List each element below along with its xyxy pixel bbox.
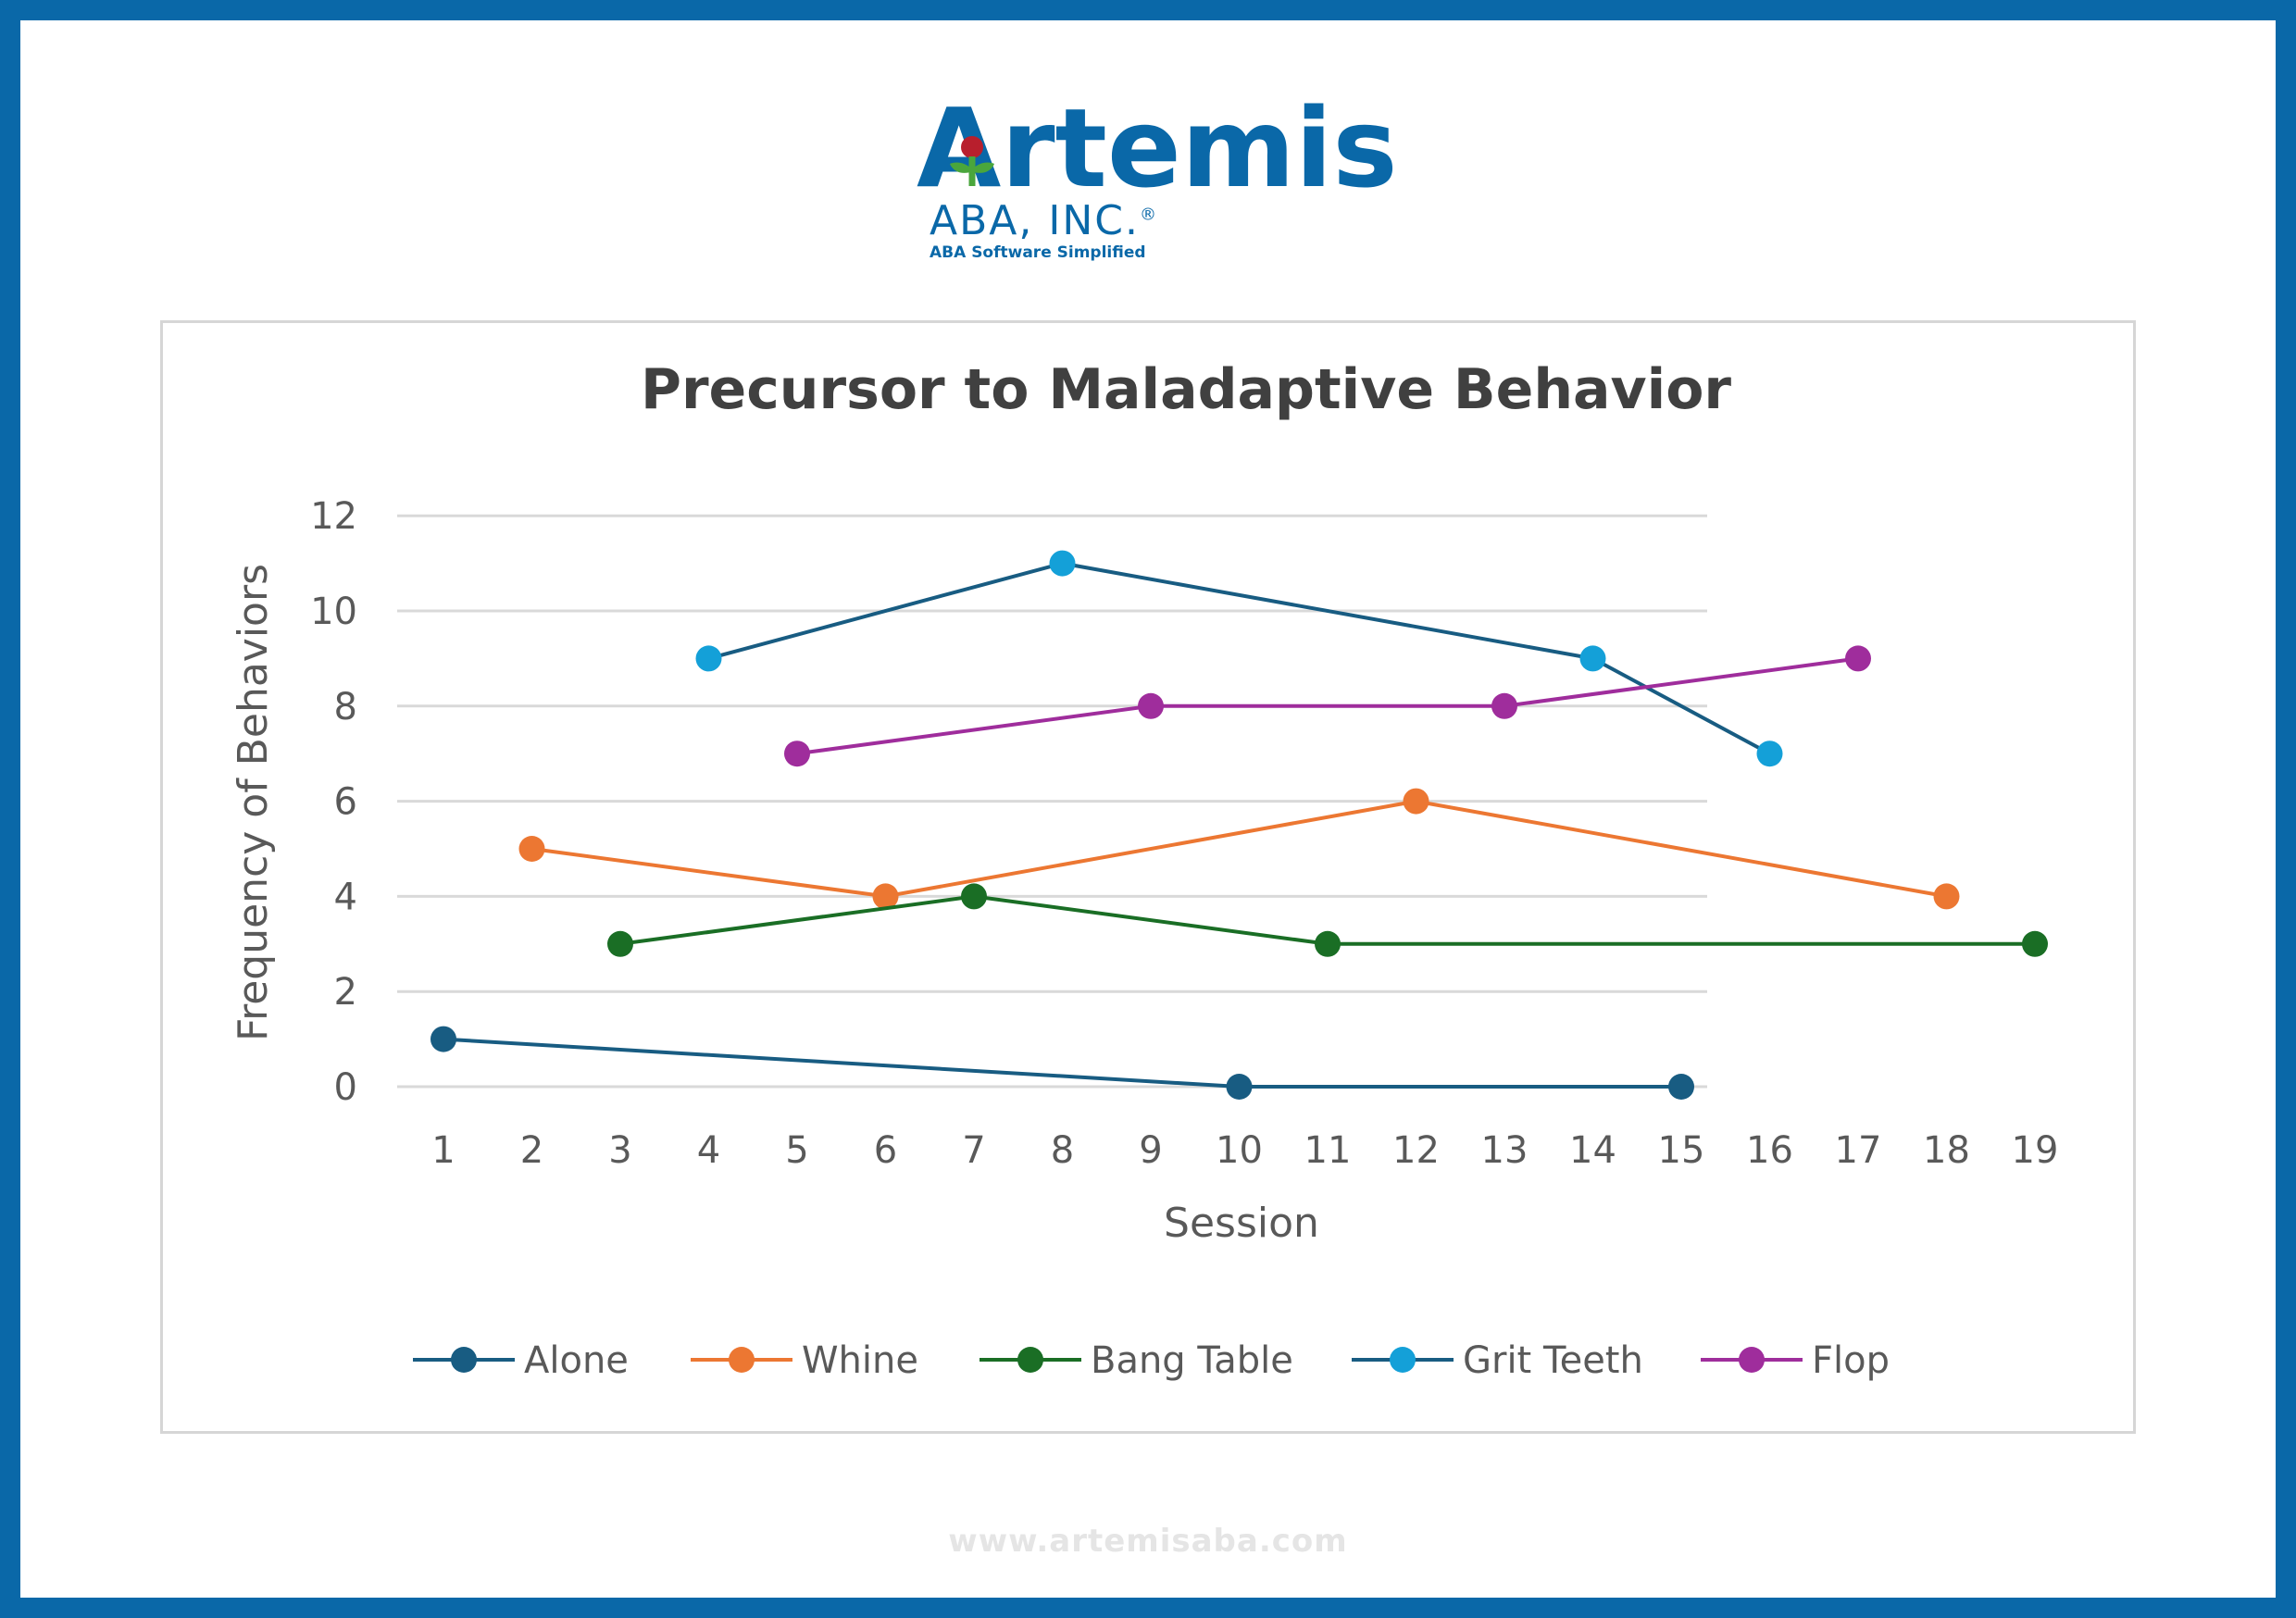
- x-tick-label: 12: [1392, 1129, 1440, 1172]
- data-point-grit-teeth: [1579, 645, 1606, 672]
- line-chart: Precursor to Maladaptive Behavior 0 2 4 6 8 1…: [230, 357, 2058, 1382]
- series-lines: [430, 550, 2048, 1100]
- legend-marker: [1017, 1347, 1043, 1373]
- data-point-bang-table: [961, 883, 987, 910]
- y-tick-label: 8: [334, 686, 357, 728]
- x-tick-label: 3: [608, 1129, 631, 1172]
- chart-legend: Alone Whine Bang Table Grit Teeth Flop: [413, 1339, 1890, 1382]
- legend-label: Grit Teeth: [1463, 1339, 1643, 1382]
- x-tick-label: 14: [1569, 1129, 1616, 1172]
- x-tick-label: 10: [1216, 1129, 1263, 1172]
- data-point-alone: [1226, 1074, 1253, 1100]
- data-point-flop: [1491, 692, 1517, 719]
- legend-label: Bang Table: [1091, 1339, 1293, 1382]
- data-point-bang-table: [1315, 930, 1341, 957]
- data-point-grit-teeth: [695, 645, 722, 672]
- data-point-whine: [1403, 788, 1429, 815]
- data-point-bang-table: [607, 930, 633, 957]
- series-line-grit-teeth: [707, 561, 1771, 755]
- legend-label: Whine: [802, 1339, 918, 1382]
- footer-url[interactable]: www.artemisaba.com: [948, 1523, 1348, 1560]
- y-tick-label: 6: [334, 781, 357, 824]
- legend-item-bang-table: Bang Table: [980, 1339, 1293, 1382]
- data-point-grit-teeth: [1049, 550, 1076, 577]
- x-tick-label: 18: [1923, 1129, 1970, 1172]
- series-line-whine: [531, 799, 1947, 899]
- legend-item-flop: Flop: [1701, 1339, 1890, 1382]
- grid-lines: [397, 514, 1707, 1089]
- series-line-alone: [443, 1037, 1681, 1089]
- legend-marker: [1739, 1347, 1765, 1373]
- y-tick-label: 2: [334, 971, 357, 1014]
- series-line-flop: [796, 656, 1859, 756]
- x-tick-label: 16: [1746, 1129, 1793, 1172]
- logo-tagline: ABA Software Simplified: [930, 243, 1146, 262]
- data-point-alone: [1668, 1074, 1694, 1100]
- legend-item-grit-teeth: Grit Teeth: [1352, 1339, 1643, 1382]
- x-tick-label: 6: [874, 1129, 897, 1172]
- legend-label: Alone: [524, 1339, 629, 1382]
- logo-wordmark: Artemis: [917, 84, 1398, 212]
- y-tick-label: 10: [310, 591, 357, 633]
- x-tick-label: 1: [431, 1129, 455, 1172]
- legend-marker: [1390, 1347, 1416, 1373]
- legend-label: Flop: [1812, 1339, 1890, 1382]
- data-point-flop: [784, 741, 810, 767]
- logo-flower-icon: [950, 136, 994, 186]
- y-axis-ticks: 0 2 4 6 8 10 12: [310, 495, 357, 1109]
- x-tick-label: 19: [2012, 1129, 2059, 1172]
- x-tick-label: 15: [1658, 1129, 1705, 1172]
- data-point-alone: [430, 1026, 456, 1052]
- legend-item-alone: Alone: [413, 1339, 629, 1382]
- x-tick-label: 4: [697, 1129, 720, 1172]
- y-axis-label: Frequency of Behaviors: [230, 564, 277, 1041]
- x-tick-label: 5: [785, 1129, 808, 1172]
- legend-marker: [451, 1347, 477, 1373]
- x-tick-label: 2: [520, 1129, 543, 1172]
- x-tick-label: 13: [1481, 1129, 1529, 1172]
- artemis-logo: Artemis ABA, INC.® ABA Software Simplifi…: [917, 88, 1398, 273]
- y-tick-label: 12: [310, 495, 357, 538]
- data-point-whine: [1933, 883, 1960, 910]
- legend-item-whine: Whine: [691, 1339, 918, 1382]
- data-point-whine: [518, 836, 545, 862]
- x-axis-ticks: 1 2 3 4 5 6 7 8 9 10 11 12 13 14 15 16 17 18 19: [431, 1129, 2058, 1172]
- x-tick-label: 17: [1835, 1129, 1882, 1172]
- legend-marker: [729, 1347, 755, 1373]
- y-tick-label: 4: [334, 876, 357, 918]
- data-point-bang-table: [2022, 930, 2048, 957]
- y-tick-label: 0: [334, 1066, 357, 1109]
- chart-title: Precursor to Maladaptive Behavior: [641, 357, 1731, 422]
- x-tick-label: 11: [1304, 1129, 1352, 1172]
- x-tick-label: 9: [1139, 1129, 1162, 1172]
- x-tick-label: 7: [962, 1129, 985, 1172]
- logo-subtitle: ABA, INC.®: [930, 197, 1158, 244]
- data-point-flop: [1845, 645, 1871, 672]
- x-tick-label: 8: [1051, 1129, 1074, 1172]
- data-point-flop: [1138, 692, 1164, 719]
- x-axis-label: Session: [1164, 1200, 1319, 1247]
- chart-container: Precursor to Maladaptive Behavior 0 2 4 6 8 1…: [160, 320, 2136, 1434]
- data-point-whine: [872, 883, 899, 910]
- series-line-bang-table: [619, 894, 2035, 946]
- data-point-grit-teeth: [1756, 741, 1783, 767]
